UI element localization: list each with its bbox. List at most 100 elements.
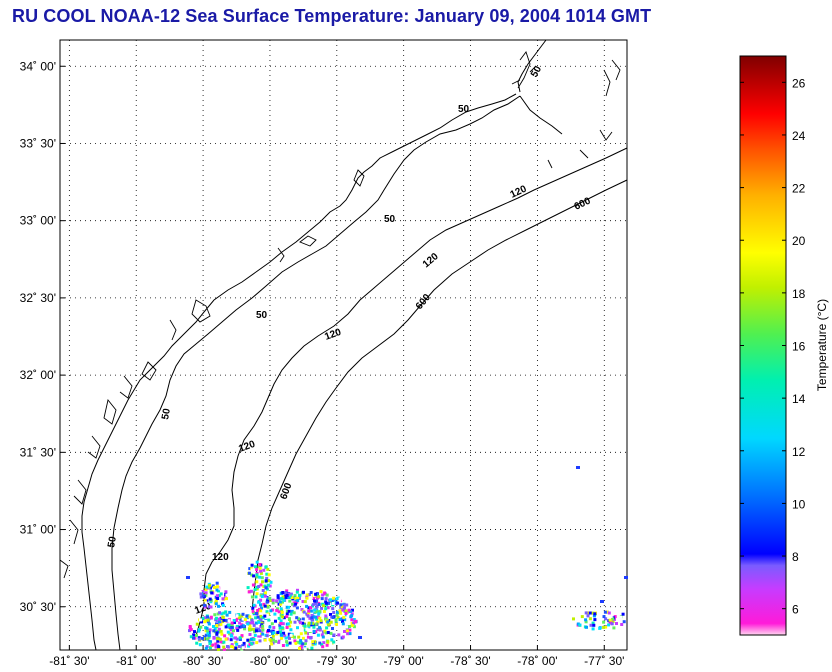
sst-pixel [305,646,309,650]
lat-tick-label: 32˚ 30' [20,291,56,305]
sst-pixel [217,623,221,627]
sst-pixel [331,602,335,605]
sst-pixel [313,599,316,603]
sst-pixel [277,616,281,620]
isobath-120m [195,147,628,637]
sst-pixel [317,612,321,616]
lat-tick-label: 34˚ 00' [20,59,56,73]
sst-pixel [323,591,327,595]
sst-pixel [234,618,238,622]
sst-pixel [260,606,263,610]
sst-pixel [197,637,201,641]
sst-pixel [281,622,285,626]
sst-pixel [276,595,280,599]
sst-pixel [322,641,326,645]
sst-pixel [345,629,349,633]
sst-pixel [588,611,592,615]
sst-pixel [232,619,236,622]
sst-pixel [219,629,223,633]
sst-pixel [207,586,211,590]
sst-pixel [285,594,289,597]
sst-pixel [305,596,309,600]
sst-pixel [305,604,309,608]
sst-pixel [192,633,196,637]
sst-pixel [317,603,321,606]
sst-pixel [602,620,606,624]
sst-pixel [216,597,220,600]
sst-pixel [337,633,341,637]
sst-pixel [282,616,286,620]
sst-pixel [338,597,342,601]
sst-pixel [235,614,239,618]
sst-pixel [586,614,590,618]
sst-pixel [293,635,296,639]
sst-pixel [266,605,270,609]
sst-pixel [296,588,299,592]
sst-pixel [211,643,215,647]
sst-pixel [218,620,221,624]
sst-pixel [230,643,234,647]
sst-pixel [204,601,208,605]
sst-pixel [310,616,314,620]
barrier-islands [59,51,621,579]
sst-pixel [287,596,291,599]
sst-pixel [292,611,296,615]
lon-tick-label: -78˚ 00' [517,654,557,668]
sst-pixel [298,646,301,650]
map-frame [59,39,628,651]
sst-pixel [294,613,298,617]
sst-pixel [281,600,284,604]
sst-pixel [252,603,256,607]
sst-pixel [303,628,307,632]
sst-pixel [250,563,254,567]
colorbar-tick-label: 26 [792,76,806,90]
sst-pixel [208,642,212,646]
sst-pixel [208,597,212,601]
sst-pixel [276,607,279,611]
sst-pixel [241,644,245,648]
sst-pixel [318,628,322,632]
sst-pixel [264,591,267,595]
sst-pixel [230,621,234,625]
sst-pixel [205,629,209,633]
sst-pixel [344,612,348,615]
sst-pixel [275,608,279,612]
sst-pixel [223,634,227,638]
sst-pixel [299,639,303,643]
sst-pixel [255,592,259,596]
sst-pixel [604,617,608,621]
sst-pixel [341,608,345,612]
sst-pixel [322,610,326,613]
sst-pixel [291,602,295,606]
sst-pixel [260,576,264,580]
sst-pixel [207,639,211,643]
sst-pixel [209,640,212,644]
sst-pixel [601,611,605,615]
sst-pixel [307,593,311,597]
colorbar-tick-label: 24 [792,129,806,143]
sst-pixel [238,638,242,641]
sst-pixel [288,641,292,645]
sst-pixel [321,635,325,639]
sst-pixel [610,622,614,626]
sst-pixel [188,626,192,630]
sst-pixel [350,612,354,616]
sst-pixel [280,626,284,630]
sst-pixel [263,584,267,588]
sst-pixel [199,618,202,622]
sst-pixel [578,623,582,627]
sst-pixel [215,581,219,585]
sst-pixel [241,646,245,650]
sst-pixel [287,632,291,636]
sst-pixel [339,603,343,607]
sst-pixel [358,636,362,639]
sst-pixel [336,611,339,614]
sst-pixel [248,615,252,619]
sst-pixel [224,610,228,614]
sst-pixel [189,628,193,632]
sst-pixel [283,634,287,638]
sst-pixel [269,609,273,613]
sst-pixel [332,596,336,600]
sst-pixel [318,610,322,614]
sst-pixel [335,613,339,617]
